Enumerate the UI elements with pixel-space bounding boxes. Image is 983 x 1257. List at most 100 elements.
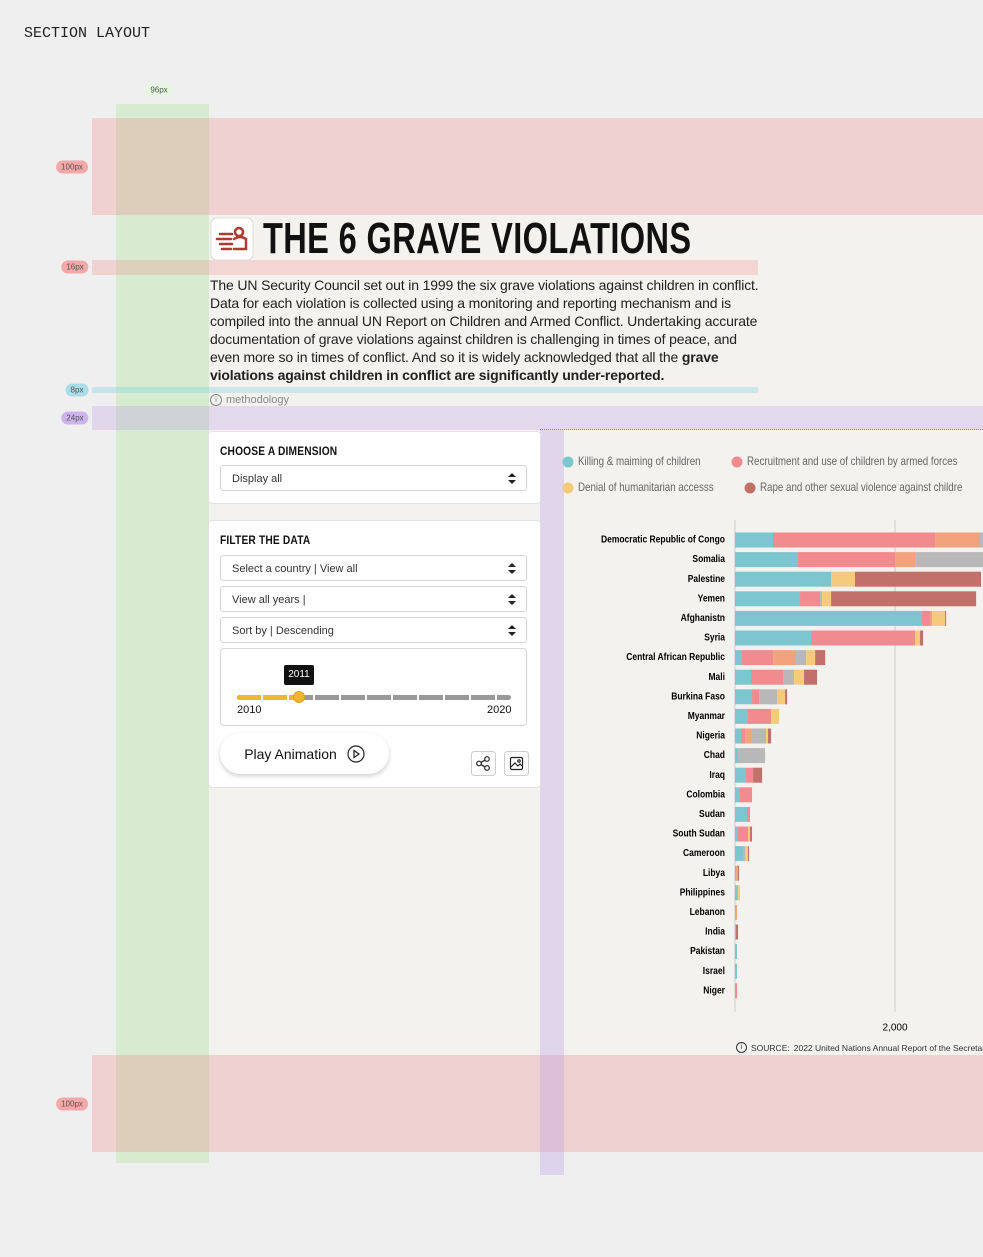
bar-segment [759, 689, 778, 705]
bar-segment [747, 806, 751, 822]
bar-segment [766, 728, 769, 744]
header-icon [210, 217, 254, 261]
guide-line [540, 429, 983, 430]
bar-segment [735, 708, 749, 724]
bar-segment [738, 826, 749, 842]
legend-label: Rape and other sexual violence against c… [760, 481, 962, 494]
bar-segment [800, 591, 821, 607]
bar-segment [748, 826, 751, 842]
bar-segment [735, 728, 741, 744]
bar-segment [750, 826, 753, 842]
country-select[interactable]: Select a country | View all [220, 555, 527, 581]
category-label: Yemen [698, 593, 726, 604]
bar-segment [737, 885, 739, 901]
bar-segment [738, 748, 766, 764]
slider-handle[interactable] [293, 691, 305, 703]
category-label: Philippines [680, 887, 725, 898]
legend-label: Killing & maiming of children [578, 455, 701, 468]
bar-segment [735, 865, 737, 881]
bar-segment [855, 571, 981, 587]
bar-segment [735, 630, 811, 646]
bar-segment [735, 650, 743, 666]
category-label: Somalia [692, 554, 725, 565]
methodology-text[interactable]: methodology [226, 394, 289, 406]
legend-swatch [562, 456, 574, 468]
info-icon: i [736, 1042, 747, 1053]
bar-segment [753, 767, 763, 783]
intro-text: The UN Security Council set out in 1999 … [210, 276, 762, 384]
source-label: SOURCE: [751, 1042, 790, 1053]
methodology-link[interactable]: i methodology [210, 394, 289, 406]
bar-segment [735, 610, 923, 626]
category-label: Nigeria [696, 730, 726, 741]
category-label: Central African Republic [626, 652, 725, 663]
image-button[interactable] [504, 751, 529, 776]
legend-swatch [744, 482, 756, 494]
gap-guide [92, 387, 758, 393]
bar-segment [742, 650, 774, 666]
spacing-label: 100px [56, 160, 88, 174]
category-label: Lebanon [690, 906, 726, 917]
bar-segment [935, 532, 981, 548]
category-label: Pakistan [690, 946, 725, 957]
gap-guide [92, 260, 758, 275]
share-button[interactable] [471, 751, 496, 776]
bar-segment [735, 904, 737, 920]
bar-segment [932, 610, 946, 626]
bar-segment [746, 767, 754, 783]
category-label: Chad [704, 750, 726, 761]
chart: Killing & maiming of children Recruitment… [562, 455, 983, 1034]
category-label: Sudan [699, 808, 725, 819]
bar-segment [738, 885, 741, 901]
info-icon: i [210, 394, 222, 406]
bar-segment [735, 846, 743, 862]
spacing-label: 24px [61, 411, 89, 425]
bar-segment [751, 669, 783, 685]
slider-max: 2020 [487, 704, 512, 716]
bar-segment [735, 571, 831, 587]
category-label: Afghanistn [681, 612, 726, 623]
play-label: Play Animation [244, 745, 337, 762]
bar-segment [915, 630, 921, 646]
category-label: South Sudan [673, 828, 726, 839]
gap-guide [92, 406, 983, 430]
bar-segment [735, 924, 737, 940]
category-label: Democratic Republic of Congo [601, 534, 725, 545]
bar-segment [735, 826, 739, 842]
gutter-guide [540, 430, 564, 1175]
category-label: Burkina Faso [671, 691, 725, 702]
dimension-select[interactable]: Display all [220, 465, 527, 491]
bar-segment [820, 591, 823, 607]
bar-segment [804, 669, 818, 685]
section-title: SECTION LAYOUT [24, 25, 151, 42]
legend-label: Denial of humanitarian accesss [578, 481, 714, 494]
bar-segment [745, 728, 751, 744]
bar-segment [796, 650, 807, 666]
bar-segment [831, 591, 977, 607]
bar-segment [783, 669, 795, 685]
year-select[interactable]: View all years | [220, 586, 527, 612]
sort-select[interactable]: Sort by | Descending [220, 617, 527, 643]
year-slider[interactable]: 2011 2010 2020 [220, 648, 527, 726]
filter-panel: FILTER THE DATA Select a country | View … [208, 520, 541, 788]
category-label: Israel [703, 965, 725, 976]
bar-segment [741, 728, 745, 744]
play-button[interactable]: Play Animation [220, 733, 389, 774]
category-label: Palestine [688, 573, 725, 584]
category-label: Cameroon [683, 848, 725, 859]
bar-segment [811, 630, 915, 646]
bar-segment [743, 846, 745, 862]
category-label: Libya [703, 867, 726, 878]
bar-segment [740, 787, 753, 803]
select-value: View all [319, 563, 358, 575]
select-value: Descending [275, 625, 334, 637]
bar-segment [915, 552, 983, 568]
legend-label: Recruitment and use of children by armed… [747, 455, 957, 468]
bar-segment [735, 748, 739, 764]
category-label: Colombia [686, 789, 725, 800]
select-label: Select a country | [232, 563, 317, 575]
bar-segment [748, 708, 772, 724]
x-tick-label: 2,000 [882, 1023, 907, 1034]
legend-swatch [562, 482, 574, 494]
category-label: Myanmar [688, 710, 726, 721]
